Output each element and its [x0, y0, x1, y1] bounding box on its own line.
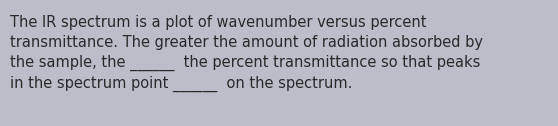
Text: The IR spectrum is a plot of wavenumber versus percent
transmittance. The greate: The IR spectrum is a plot of wavenumber … [10, 15, 483, 92]
